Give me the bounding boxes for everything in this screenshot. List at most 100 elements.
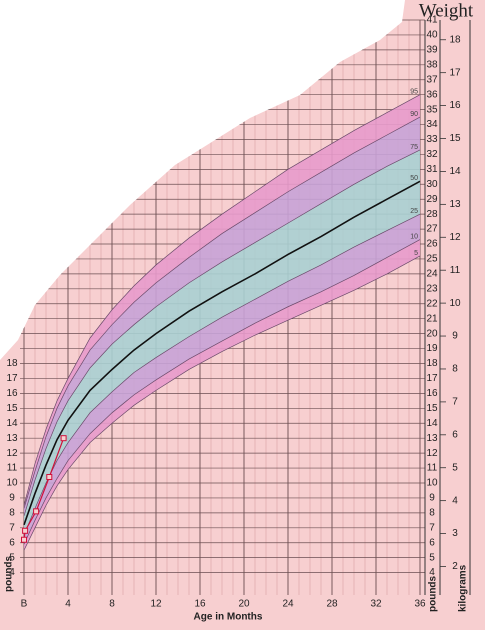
percentile-label: 50 xyxy=(410,175,418,182)
y-tick-label-right: 17 xyxy=(426,373,438,384)
y-tick-label: 13 xyxy=(6,433,18,444)
y-tick-label-right: 10 xyxy=(426,478,438,489)
y-tick-label-right: 27 xyxy=(426,224,438,235)
y-tick-label: 11 xyxy=(7,463,18,474)
y-tick-label: 12 xyxy=(6,448,18,459)
y-tick-label-right: 37 xyxy=(426,74,438,85)
percentile-label: 5 xyxy=(414,250,418,257)
y-tick-label-right: 35 xyxy=(426,104,438,115)
y-tick-label-right: 19 xyxy=(426,343,438,354)
x-tick-label: 36 xyxy=(414,599,426,610)
y2-tick-label: 12 xyxy=(449,232,461,243)
y-tick-label-right: 40 xyxy=(426,30,438,41)
y2-tick-label: 2 xyxy=(452,561,458,572)
y-tick-label-right: 30 xyxy=(426,179,438,190)
x-tick-label: B xyxy=(21,599,28,610)
y-tick-label-right: 5 xyxy=(429,552,435,563)
x-tick-label: 12 xyxy=(150,599,162,610)
x-tick-label: 8 xyxy=(109,599,115,610)
y-tick-label: 18 xyxy=(6,358,18,369)
y-tick-label-right: 8 xyxy=(429,507,435,518)
y-tick-label: 16 xyxy=(6,388,18,399)
percentile-line xyxy=(23,213,421,536)
percentile-band xyxy=(24,214,420,545)
y2-tick-label: 6 xyxy=(452,429,458,440)
y2-tick-label: 8 xyxy=(452,364,458,375)
y2-tick-label: 5 xyxy=(452,462,458,473)
percentile-label: 10 xyxy=(410,233,418,240)
y-tick-label: 5 xyxy=(9,552,15,563)
y-tick-label-right: 32 xyxy=(426,149,438,160)
percentile-line xyxy=(23,116,421,509)
patient-point xyxy=(33,508,40,515)
x-axis-title: Age in Months xyxy=(194,612,263,623)
y2-tick-label: 9 xyxy=(452,331,458,342)
y-tick-label-right: 18 xyxy=(426,358,438,369)
y-tick-label-right: 23 xyxy=(426,283,438,294)
y-tick-label-right: 7 xyxy=(429,522,435,533)
chart-title: Weight xyxy=(419,0,474,21)
percentile-band xyxy=(24,117,420,516)
y-tick-label: 15 xyxy=(6,403,18,414)
y-tick-label-right: 11 xyxy=(427,463,438,474)
y-tick-label: 9 xyxy=(9,493,15,504)
y-tick-label-right: 29 xyxy=(426,194,438,205)
y-tick-label-right: 4 xyxy=(429,567,435,578)
y2-tick-label: 4 xyxy=(452,495,458,506)
y-tick-label: 6 xyxy=(9,537,15,548)
percentile-band xyxy=(24,239,420,551)
y-tick-label-right: 15 xyxy=(426,403,438,414)
y2-tick-label: 13 xyxy=(449,199,461,210)
percentile-line xyxy=(23,180,421,526)
y-tick-label-right: 38 xyxy=(426,59,438,70)
percentile-label: 75 xyxy=(410,144,418,151)
x-tick-label: 20 xyxy=(238,599,250,610)
y2-tick-label: 10 xyxy=(449,298,461,309)
plot: 4 5 6 7 8 9 10 11 12 13 14 15 16 17 18 19 20 2 12 22 32 4 25 26… xyxy=(6,15,461,610)
patient-point xyxy=(21,536,27,543)
x-tick-label: 32 xyxy=(370,599,382,610)
y-tick-label: 17 xyxy=(6,373,18,384)
y2-tick-label: 7 xyxy=(452,397,458,408)
x-tick-label: 28 xyxy=(326,599,338,610)
percentile-label: 90 xyxy=(410,111,418,118)
y-tick-label-right: 22 xyxy=(426,298,438,309)
y-tick-label-right: 16 xyxy=(426,388,438,399)
percentile-label: 25 xyxy=(410,208,418,215)
x-tick-label: 16 xyxy=(194,599,206,610)
y-tick-label-right: 26 xyxy=(426,239,438,250)
y-tick-label-right: 24 xyxy=(426,269,438,280)
percentile-line xyxy=(23,94,421,506)
percentile-line xyxy=(23,255,421,551)
y2-tick-label: 15 xyxy=(449,133,461,144)
y-tick-label-right: 28 xyxy=(426,209,438,220)
y-tick-label-right: 13 xyxy=(426,433,438,444)
y2-tick-label: 16 xyxy=(449,100,461,111)
y2-axis-title: kilograms xyxy=(458,564,469,612)
y-tick-label: 14 xyxy=(6,418,18,429)
y2-tick-label: 14 xyxy=(449,166,461,177)
y-tick-label-right: 34 xyxy=(426,119,438,130)
percentile-band xyxy=(24,94,420,509)
y-tick-label: 8 xyxy=(9,507,15,518)
y2-tick-label: 11 xyxy=(450,265,461,276)
y-tick-label: 10 xyxy=(6,478,18,489)
y-tick-label-right: 12 xyxy=(426,448,438,459)
percentile-band xyxy=(24,149,420,525)
y-tick-label-right: 14 xyxy=(426,418,438,429)
percentile-label: 95 xyxy=(410,89,418,96)
y-tick-label-right: 41 xyxy=(426,15,438,26)
patient-point xyxy=(60,435,67,442)
y-tick-label-right: 9 xyxy=(429,493,435,504)
patient-point xyxy=(46,474,53,481)
patient-point xyxy=(22,527,29,534)
y-tick-label-right: 36 xyxy=(426,89,438,100)
y-tick-label-right: 20 xyxy=(426,328,438,339)
y-axis-title: pounds xyxy=(4,555,15,592)
percentile-line xyxy=(23,239,421,545)
y-tick-label-right: 6 xyxy=(429,537,435,548)
y-tick-label-right: 33 xyxy=(426,134,438,145)
x-tick-label: 24 xyxy=(282,599,294,610)
y-tick-label-right: 39 xyxy=(426,45,438,56)
